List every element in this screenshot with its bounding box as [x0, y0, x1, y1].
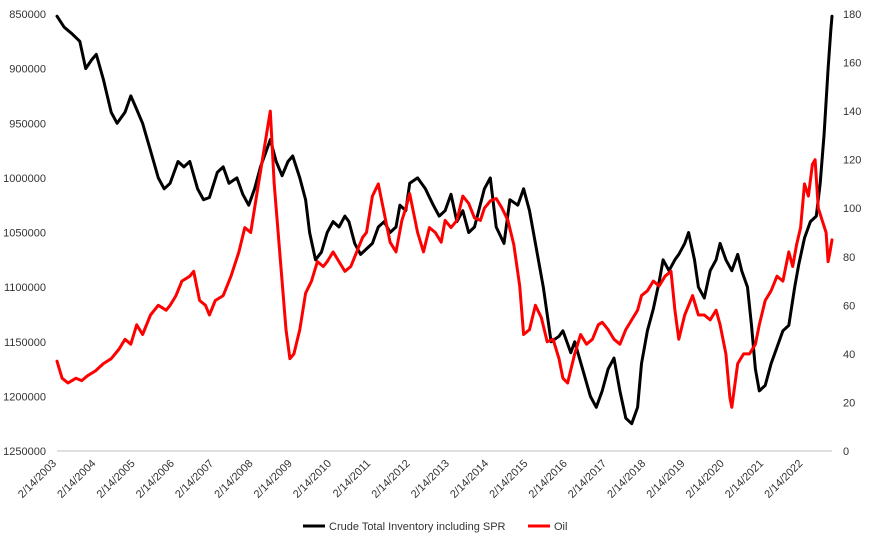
- x-axis-tick-label: 2/14/2012: [370, 458, 413, 501]
- legend: Crude Total Inventory including SPR Oil: [303, 521, 567, 533]
- x-axis-tick-label: 2/14/2018: [605, 458, 648, 501]
- right-axis-tick-label: 0: [843, 446, 849, 458]
- x-axis-tick-label: 2/14/2003: [16, 458, 59, 501]
- oil-series-line: [55, 109, 834, 409]
- legend-item-inventory: Crude Total Inventory including SPR: [303, 521, 506, 533]
- x-axis-tick-label: 2/14/2015: [487, 458, 530, 501]
- right-axis-tick-label: 20: [843, 397, 855, 409]
- x-axis-tick-label: 2/14/2009: [252, 458, 295, 501]
- x-axis-tick-label: 2/14/2008: [212, 458, 255, 501]
- left-axis-tick-label: 1250000: [3, 446, 46, 458]
- left-axis-tick-label: 1000000: [3, 173, 46, 185]
- left-axis-tick-label: 1050000: [3, 228, 46, 240]
- x-axis-tick-label: 2/14/2007: [173, 458, 216, 501]
- right-axis-tick-label: 160: [843, 58, 861, 70]
- x-axis-tick-label: 2/14/2010: [291, 458, 334, 501]
- legend-label: Crude Total Inventory including SPR: [329, 521, 506, 533]
- x-axis-tick-label: 2/14/2019: [645, 458, 688, 501]
- x-axis-tick-label: 2/14/2021: [723, 458, 766, 501]
- left-axis-tick-label: 1150000: [4, 337, 46, 349]
- left-axis-ticks: 850000 900000 950000 1000000 1050000 1100000 1…: [3, 9, 46, 458]
- x-axis-tick-label: 2/14/2017: [566, 458, 609, 501]
- right-axis-ticks: 0 20 40 60 80 100 120 140 160 180: [843, 9, 861, 458]
- x-axis-tick-label: 2/14/2016: [527, 458, 570, 501]
- inventory-series-line: [55, 14, 834, 426]
- right-axis-tick-label: 140: [843, 106, 861, 118]
- legend-item-oil: Oil: [528, 521, 567, 533]
- left-axis-tick-label: 1100000: [4, 282, 46, 294]
- x-axis-tick-label: 2/14/2013: [409, 458, 452, 501]
- x-axis-ticks: 2/14/20032/14/20042/14/20052/14/20062/14…: [16, 458, 805, 501]
- x-axis-tick-label: 2/14/2022: [762, 458, 805, 501]
- left-axis-tick-label: 850000: [9, 9, 46, 21]
- left-axis-tick-label: 950000: [9, 118, 46, 130]
- right-axis-tick-label: 120: [843, 155, 861, 167]
- x-axis-tick-label: 2/14/2011: [331, 458, 374, 501]
- x-axis-tick-label: 2/14/2014: [448, 458, 491, 501]
- right-axis-tick-label: 60: [843, 300, 855, 312]
- right-axis-tick-label: 40: [843, 349, 855, 361]
- x-axis-tick-label: 2/14/2004: [55, 458, 98, 501]
- x-axis-tick-label: 2/14/2006: [134, 458, 177, 501]
- left-axis-tick-label: 900000: [9, 64, 46, 76]
- x-axis-tick-label: 2/14/2020: [684, 458, 727, 501]
- right-axis-tick-label: 80: [843, 252, 855, 264]
- series-lines: [55, 14, 834, 426]
- left-axis-tick-label: 1200000: [3, 391, 46, 403]
- legend-label: Oil: [554, 521, 567, 533]
- right-axis-tick-label: 180: [843, 9, 861, 21]
- x-axis-tick-label: 2/14/2005: [95, 458, 138, 501]
- right-axis-tick-label: 100: [843, 203, 861, 215]
